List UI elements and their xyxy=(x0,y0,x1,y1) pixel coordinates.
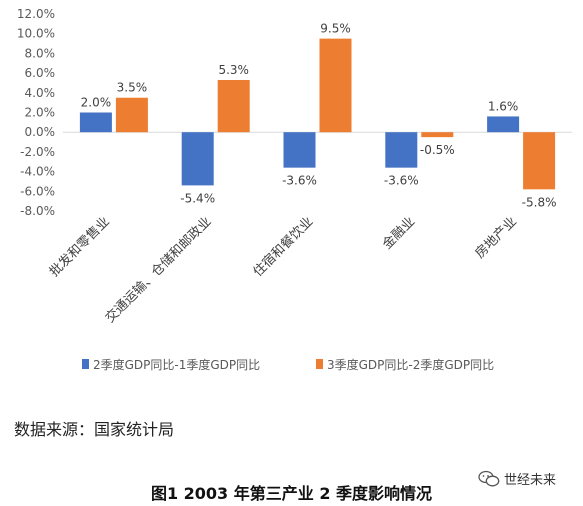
data-label: 1.6% xyxy=(488,99,519,113)
y-tick-label: -8.0% xyxy=(20,204,55,218)
legend-label: 3季度GDP同比-2季度GDP同比 xyxy=(327,357,494,372)
y-tick-label: 4.0% xyxy=(25,86,56,100)
y-tick-label: 8.0% xyxy=(25,46,56,60)
y-tick-label: 10.0% xyxy=(17,27,55,41)
bar-s1 xyxy=(79,112,112,133)
category-label: 交通运输、仓储和邮政业 xyxy=(102,214,214,326)
data-label: -0.5% xyxy=(420,143,455,157)
legend-label: 2季度GDP同比-1季度GDP同比 xyxy=(93,357,260,372)
data-label: 2.0% xyxy=(81,96,112,110)
y-tick-label: -6.0% xyxy=(20,184,55,198)
data-label: -3.6% xyxy=(384,174,419,188)
legend-swatch xyxy=(82,359,89,369)
figure-caption: 图1 2003 年第三产业 2 季度影响情况 xyxy=(150,484,433,503)
bar-s2 xyxy=(115,97,148,133)
data-label: 3.5% xyxy=(117,81,148,95)
category-label: 住宿和餐饮业 xyxy=(250,214,316,280)
watermark-text: 世经未来 xyxy=(504,473,557,488)
legend-swatch xyxy=(316,359,323,369)
category-label: 批发和零售业 xyxy=(46,214,112,280)
y-tick-label: -2.0% xyxy=(20,145,55,159)
bar-chart: 12.0% 10.0% 8.0% 6.0% 4.0% 2.0% 0.0% -2.0% -4.0%… xyxy=(17,7,572,372)
data-label: -3.6% xyxy=(282,174,317,188)
bar-s2 xyxy=(421,132,454,138)
y-tick-label: 6.0% xyxy=(25,66,56,80)
bar-s1 xyxy=(487,116,520,133)
bar-s2 xyxy=(217,79,250,133)
category-label: 房地产业 xyxy=(472,214,520,262)
bar-s1 xyxy=(181,132,214,186)
bar-s2 xyxy=(319,38,352,133)
bar-s2 xyxy=(523,132,556,190)
bar-s1 xyxy=(385,132,418,168)
bar-s1 xyxy=(283,132,316,168)
y-tick-label: -4.0% xyxy=(20,165,55,179)
data-label: 9.5% xyxy=(320,22,351,36)
category-label: 金融业 xyxy=(379,214,418,253)
data-source: 数据来源：国家统计局 xyxy=(14,420,175,439)
data-label: -5.8% xyxy=(522,195,557,209)
data-label: -5.4% xyxy=(180,191,215,205)
chat-bubbles-icon xyxy=(478,470,500,486)
y-tick-label: 0.0% xyxy=(25,125,56,139)
y-tick-label: 12.0% xyxy=(17,7,55,21)
y-tick-label: 2.0% xyxy=(25,106,56,120)
watermark: 世经未来 xyxy=(478,469,556,488)
data-label: 5.3% xyxy=(218,63,249,77)
